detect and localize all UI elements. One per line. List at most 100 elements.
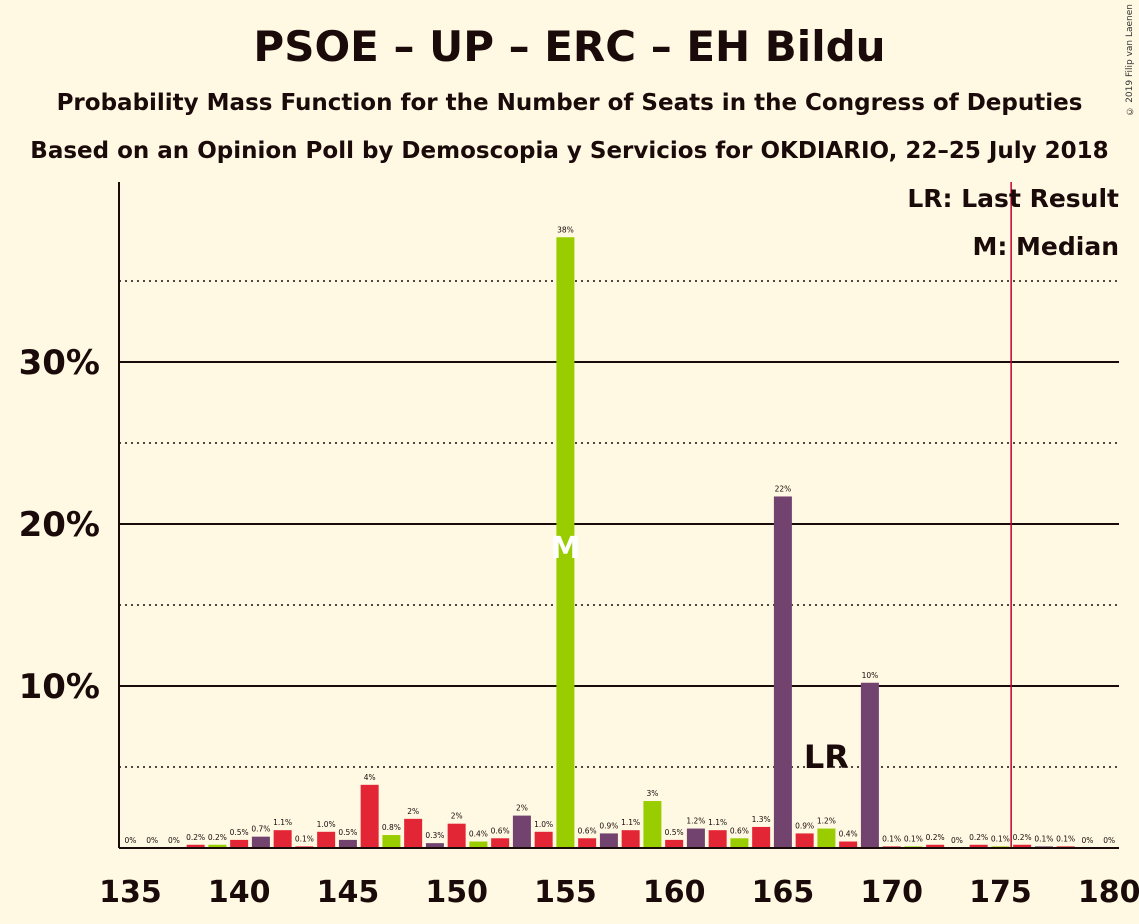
legend-median: M: Median [972,232,1119,261]
bar [773,496,792,848]
bar-value-label: 38% [557,225,574,234]
bar-value-label: 0.8% [382,823,401,832]
bar-value-label: 0.5% [665,828,684,837]
bar-value-label: 0% [951,836,963,845]
bar [839,841,858,848]
bar [404,818,423,848]
bar-value-label: 4% [364,773,376,782]
bar [599,833,618,848]
bar [860,682,879,848]
bar-value-label: 1.1% [621,818,640,827]
bar [512,815,531,848]
bar [795,833,814,848]
bar-value-label: 0% [1081,836,1093,845]
bar-value-label: 0.1% [904,834,923,843]
bar-value-label: 0.6% [730,826,749,835]
median-marker: M [550,531,580,566]
bar-value-label: 10% [862,671,879,680]
bar-value-label: 0.2% [969,833,988,842]
bar-value-label: 0.9% [599,821,618,830]
bar [665,839,684,848]
bar-value-label: 0.2% [926,833,945,842]
bar-value-label: 1.1% [273,818,292,827]
bar-value-label: 0% [168,836,180,845]
bar-value-label: 0.4% [839,830,858,839]
bar-value-label: 2% [516,804,528,813]
bar [556,237,575,848]
bar [730,838,749,848]
x-tick-label: 175 [969,875,1032,910]
bar [817,828,836,848]
bar [1013,844,1032,848]
bar [578,838,597,848]
bar-value-label: 0.2% [186,833,205,842]
bar [447,823,466,848]
x-tick-label: 180 [1078,875,1139,910]
bar [469,841,488,848]
x-tick-label: 165 [752,875,815,910]
x-tick-label: 135 [99,875,162,910]
bar [752,826,771,848]
bar [491,838,510,848]
bar-value-label: 0.6% [578,826,597,835]
chart-title: PSOE – UP – ERC – EH Bildu [253,22,886,71]
bar-value-label: 0.2% [1013,833,1032,842]
bar-value-label: 0.5% [230,828,249,837]
chart-subtitle: Probability Mass Function for the Number… [56,90,1083,116]
bar [926,844,945,848]
bar [251,836,270,848]
bar-value-label: 0.7% [251,825,270,834]
legend-last-result: LR: Last Result [907,184,1119,213]
bar-value-label: 0.1% [991,834,1010,843]
x-tick-label: 140 [208,875,271,910]
bar-value-label: 1.1% [708,818,727,827]
bar-value-label: 2% [451,812,463,821]
bar-value-label: 0.9% [795,821,814,830]
bar-value-label: 1.2% [686,817,705,826]
bar [425,843,444,848]
bar-value-label: 0.3% [425,831,444,840]
bar-value-label: 0.1% [882,834,901,843]
bar-value-label: 0% [146,836,158,845]
bar-value-label: 0.1% [1056,834,1075,843]
bar-value-label: 0.1% [295,834,314,843]
chart-source: Based on an Opinion Poll by Demoscopia y… [30,138,1109,164]
bar [708,830,727,848]
bar-value-label: 2% [407,807,419,816]
bar-value-label: 1.2% [817,817,836,826]
bar-value-label: 0.1% [1034,834,1053,843]
bar [273,830,292,848]
bar-value-label: 1.0% [317,820,336,829]
bar-value-label: 3% [646,789,658,798]
bar [382,835,401,848]
bar [208,844,227,848]
bar [969,844,988,848]
x-tick-label: 150 [425,875,488,910]
x-tick-label: 145 [317,875,380,910]
bar [186,844,205,848]
x-tick-label: 155 [534,875,597,910]
x-tick-label: 170 [860,875,923,910]
bar-value-label: 0.6% [491,826,510,835]
bar-value-label: 1.3% [752,815,771,824]
bar-value-label: 22% [775,484,792,493]
bar [621,830,640,848]
x-tick-label: 160 [643,875,706,910]
bar-value-label: 0% [1103,836,1115,845]
bar-value-label: 0.5% [338,828,357,837]
bar-value-label: 1.0% [534,820,553,829]
bar [338,839,357,848]
bar-value-label: 0% [124,836,136,845]
bar [317,831,336,848]
bar [686,828,705,848]
bar [360,784,379,848]
last-result-label: LR [804,738,849,776]
bar [534,831,553,848]
y-tick-label: 20% [19,505,100,545]
bar-value-label: 0.2% [208,833,227,842]
y-tick-label: 30% [19,343,100,383]
bar [230,839,249,848]
bar [643,801,662,848]
y-tick-label: 10% [19,667,100,707]
